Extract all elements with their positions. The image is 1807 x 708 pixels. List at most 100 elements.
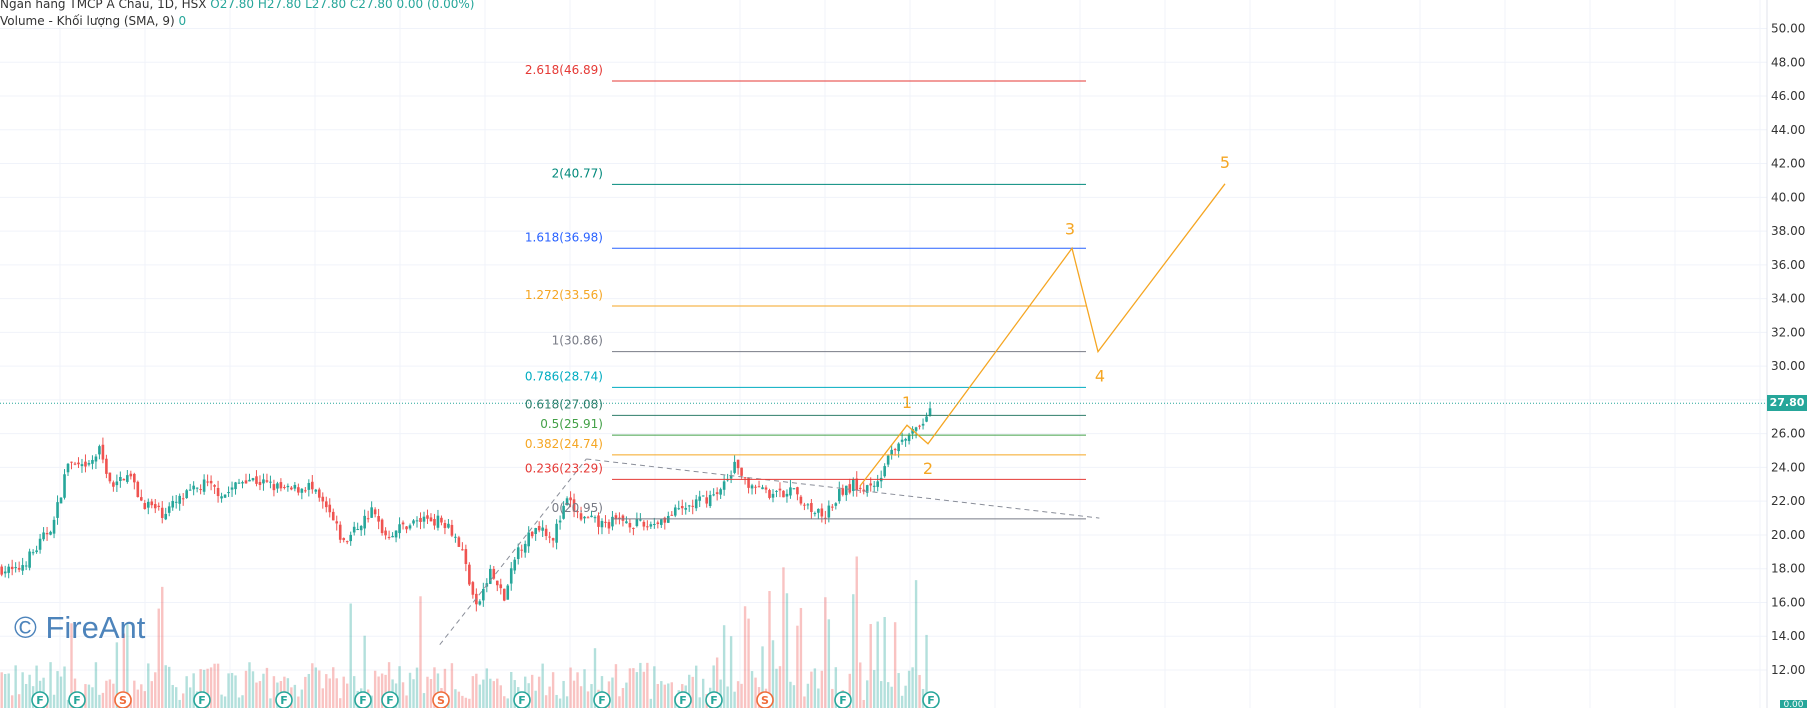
candle-body [359,525,363,531]
volume-bar [513,680,516,708]
volume-bar [346,683,349,708]
volume-bar [653,666,656,708]
candle-body [171,500,175,508]
volume-bar [719,679,722,708]
candle-body [565,498,569,506]
event-marker-label: F [36,694,44,707]
volume-bar [900,695,904,708]
candle-body [133,473,136,483]
volume-bar [496,678,499,708]
candle-body [160,507,164,518]
volume-bar [3,673,7,708]
volume-bar [859,662,862,708]
volume-bar [10,695,14,708]
candle-body [80,464,84,467]
candle-body [115,481,119,486]
candle-body [876,481,879,487]
candle-body [604,521,607,523]
volume-legend[interactable]: Volume - Khối lượng (SMA, 9) 0 [0,14,186,29]
volume-bar [265,667,269,708]
symbol-legend[interactable]: Ngân hàng TMCP Á Châu, 1D, HSX O27.80 H2… [0,0,475,12]
candle-body [785,493,789,497]
volume-bar [35,665,38,708]
volume-bar [558,698,562,708]
wave-label-2: 2 [923,459,933,478]
candle-body [454,536,457,538]
candle-body [701,495,705,497]
event-marker-label: F [518,694,526,707]
volume-bar [178,699,181,708]
candle-body [105,458,108,474]
price-tick-label: 12.00 [1771,663,1805,677]
volume-bar [740,683,743,708]
event-marker-S [432,691,450,708]
candle-body [789,487,792,496]
candle-body [806,504,810,506]
volume-bar [733,691,736,708]
candle-body [618,517,621,519]
candle-body [227,491,230,494]
volume-bar [419,596,422,708]
volume-bar [328,678,331,708]
volume-bar [911,667,914,708]
volume-bar [803,696,806,708]
volume-bar [506,698,509,708]
volume-bar [28,674,31,708]
candle-body [482,588,485,601]
volume-bar [754,677,757,708]
grid [0,0,1767,708]
volume-bar [834,667,838,708]
volume-bar [161,586,164,708]
price-tick-label: 14.00 [1771,629,1805,643]
volume-bar [747,618,750,708]
candle-body [820,508,824,517]
candle-body [77,462,80,465]
fibonacci-extension[interactable]: 0(20.95) 0.236(23.29) 0.382(24.74) 0.5(25.9… [525,63,1086,520]
candle-body [712,494,715,496]
candle-body [255,476,258,484]
volume-bar [904,685,907,708]
price-tick-label: 34.00 [1771,292,1805,306]
volume-bar [52,694,56,708]
candle-body [244,480,248,484]
candle-body [848,484,852,493]
last-price-tag: 27.80 [1767,395,1807,411]
candle-body [478,601,482,605]
candle-body [757,486,761,488]
candle-body [276,483,279,489]
candle-body [91,459,94,464]
candle-body [649,524,653,527]
event-marker-label: S [761,694,769,707]
price-axis[interactable]: 12.00 14.00 16.00 18.00 20.00 22.00 24.00 26.00… [1771,22,1805,678]
candle-body [537,526,541,531]
volume-bar [907,670,911,708]
volume-bar [272,676,276,708]
elliott-wave[interactable]: 1 2 3 4 5 [859,153,1230,487]
volume-bar [105,680,108,708]
candle-body [461,549,464,551]
candle-body [143,503,147,510]
volume-bar [457,691,461,708]
candle-body [838,489,841,502]
candle-body [904,438,907,441]
candle-body [516,547,520,559]
volume-bar [862,699,865,708]
wave-label-4: 4 [1095,367,1105,386]
candle-body [590,515,593,518]
candle-body [548,536,551,538]
volume-bar [576,672,579,708]
volume-bar [230,672,234,708]
volume-bar [209,667,213,708]
volume-bar [827,619,831,708]
candle-body [817,508,820,513]
volume-bar [695,665,698,708]
volume-bar [321,688,324,708]
volume-bar [147,663,150,708]
candle-body [907,434,911,442]
candle-body [66,463,70,473]
candle-body [851,479,855,492]
volume-bar [387,662,391,708]
wave-label-5: 5 [1220,153,1230,172]
volume-bar [314,667,317,708]
